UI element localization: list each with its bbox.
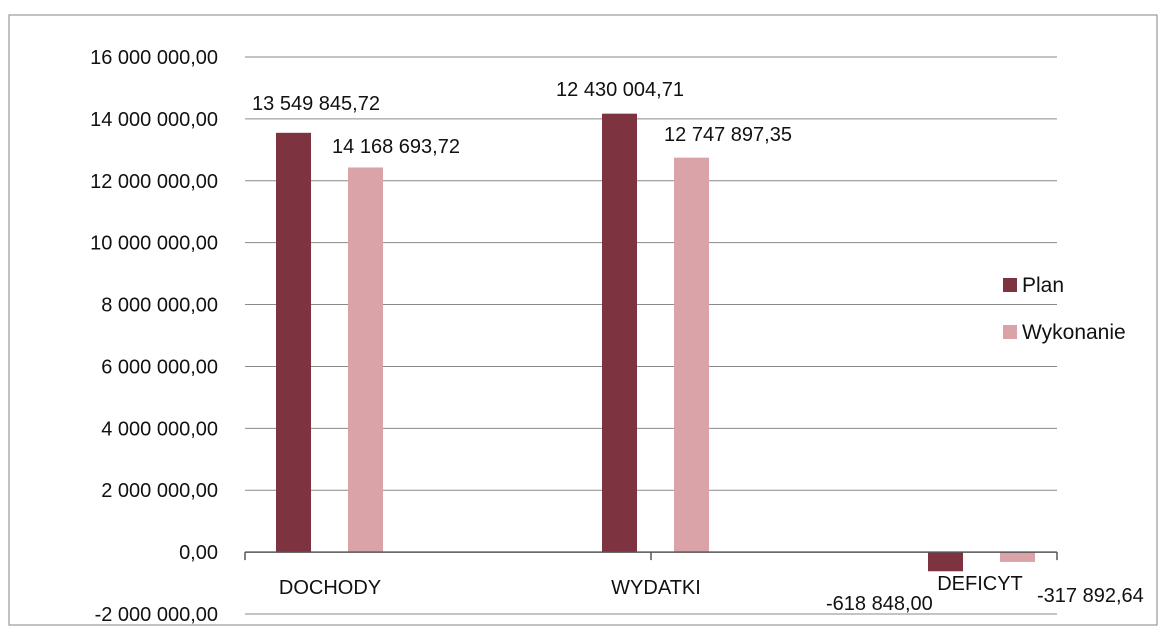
y-tick-label: 4 000 000,00: [101, 418, 218, 440]
y-tick-label: 16 000 000,00: [90, 47, 218, 69]
bar-plan-wydatki: [602, 113, 637, 553]
y-tick-label: 10 000 000,00: [90, 233, 218, 255]
bar-wykonanie-deficyt: [1000, 552, 1035, 562]
data-labels: 13 549 845,72 14 168 693,72 -618 848,00 12 …: [252, 79, 1144, 615]
y-tick-label: 8 000 000,00: [101, 295, 218, 317]
data-label-plan-dochody: 13 549 845,72: [252, 93, 380, 115]
data-label-wykonanie-wydatki: 12 747 897,35: [664, 124, 792, 146]
data-label-plan-deficyt: -618 848,00: [826, 593, 933, 615]
x-axis-category-labels: DOCHODY WYDATKI DEFICYT: [279, 573, 1023, 599]
bars: [276, 113, 1035, 572]
bar-wykonanie-wydatki: [674, 157, 709, 553]
data-label-wykonanie-deficyt: -317 892,64: [1037, 585, 1144, 607]
chart-border: [8, 14, 1158, 626]
x-category-label: WYDATKI: [611, 577, 701, 599]
bar-wykonanie-dochody: [348, 167, 383, 553]
data-label-plan-wydatki: 14 168 693,72: [332, 136, 460, 158]
y-tick-label: 6 000 000,00: [101, 356, 218, 378]
y-tick-label: 0,00: [179, 542, 218, 564]
bar-plan-deficyt: [928, 552, 963, 572]
y-tick-label: -2 000 000,00: [95, 604, 218, 626]
data-label-wykonanie-dochody: 12 430 004,71: [556, 79, 684, 101]
y-tick-label: 14 000 000,00: [90, 109, 218, 131]
y-tick-label: 12 000 000,00: [90, 171, 218, 193]
bar-plan-dochody: [276, 132, 311, 553]
legend-swatch-plan: [1003, 278, 1017, 292]
legend-label-plan: Plan: [1022, 274, 1064, 297]
y-axis-tick-labels: 16 000 000,00 14 000 000,00 12 000 000,00 1…: [90, 47, 218, 626]
y-tick-label: 2 000 000,00: [101, 480, 218, 502]
x-category-label: DOCHODY: [279, 577, 381, 599]
x-category-label: DEFICYT: [937, 573, 1023, 595]
legend-label-wykonanie: Wykonanie: [1022, 321, 1126, 344]
legend-swatch-wykonanie: [1003, 325, 1017, 339]
legend: Plan Wykonanie: [1003, 274, 1126, 344]
